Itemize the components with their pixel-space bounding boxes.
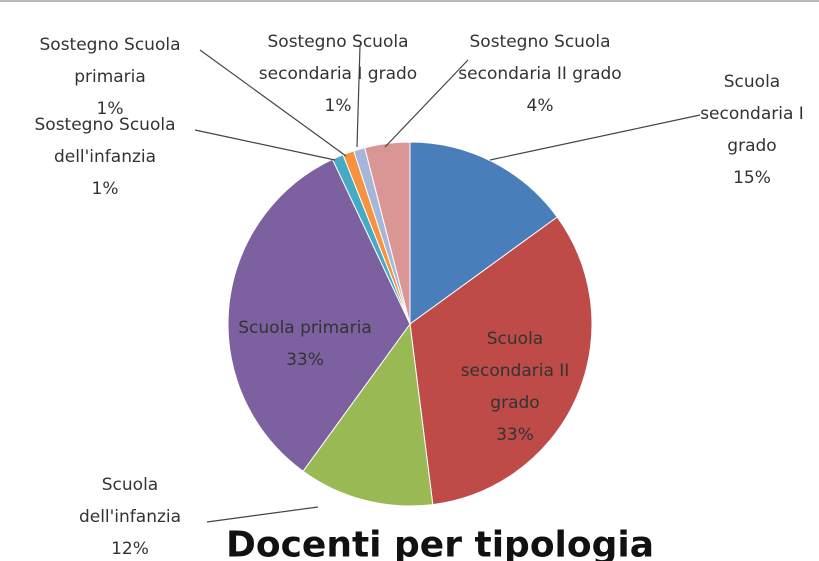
leader-line bbox=[489, 114, 701, 161]
category-label: Sostegno Scuola secondaria I grado bbox=[258, 32, 418, 84]
leader-line bbox=[199, 49, 347, 157]
value-label: 4% bbox=[526, 96, 554, 116]
value-label: 33% bbox=[496, 425, 534, 445]
slice-label: Scuola secondaria II grado 33% bbox=[450, 323, 580, 451]
value-label: 12% bbox=[111, 539, 149, 559]
value-label: 1% bbox=[96, 99, 124, 119]
slice-label: Scuola primaria 33% bbox=[220, 312, 390, 376]
pie-slice bbox=[364, 141, 411, 325]
value-label: 1% bbox=[91, 179, 119, 199]
value-label: 33% bbox=[286, 350, 324, 370]
value-label: 15% bbox=[733, 168, 771, 188]
leader-line bbox=[206, 506, 319, 523]
pie-slice bbox=[227, 158, 411, 472]
leader-line bbox=[384, 59, 469, 148]
pie-slice bbox=[409, 141, 558, 325]
pie-slice bbox=[409, 216, 593, 506]
slice-label: Sostegno Scuola primaria 1% bbox=[20, 29, 200, 125]
category-label: Scuola secondaria I grado bbox=[700, 72, 804, 156]
pie-slice bbox=[302, 322, 434, 507]
slice-label: Sostegno Scuola dell'infanzia 1% bbox=[15, 109, 195, 205]
slice-label: Sostegno Scuola secondaria II grado 4% bbox=[450, 26, 630, 122]
category-label: Scuola dell'infanzia bbox=[78, 475, 182, 527]
value-label: 1% bbox=[324, 96, 352, 116]
category-label: Sostegno Scuola secondaria II grado bbox=[458, 32, 622, 84]
slice-label: Scuola secondaria I grado 15% bbox=[697, 66, 807, 194]
leader-line bbox=[194, 129, 336, 161]
slice-label: Scuola dell'infanzia 12% bbox=[65, 469, 195, 561]
chart-title: Docenti per tipologia bbox=[225, 524, 655, 561]
slice-label: Sostegno Scuola secondaria I grado 1% bbox=[248, 26, 428, 122]
category-label: Sostegno Scuola dell'infanzia bbox=[34, 115, 176, 167]
category-label: Scuola primaria bbox=[238, 318, 372, 338]
category-label: Scuola secondaria II grado bbox=[460, 329, 570, 413]
leader-line bbox=[356, 45, 361, 148]
category-label: Sostegno Scuola primaria bbox=[39, 35, 181, 87]
